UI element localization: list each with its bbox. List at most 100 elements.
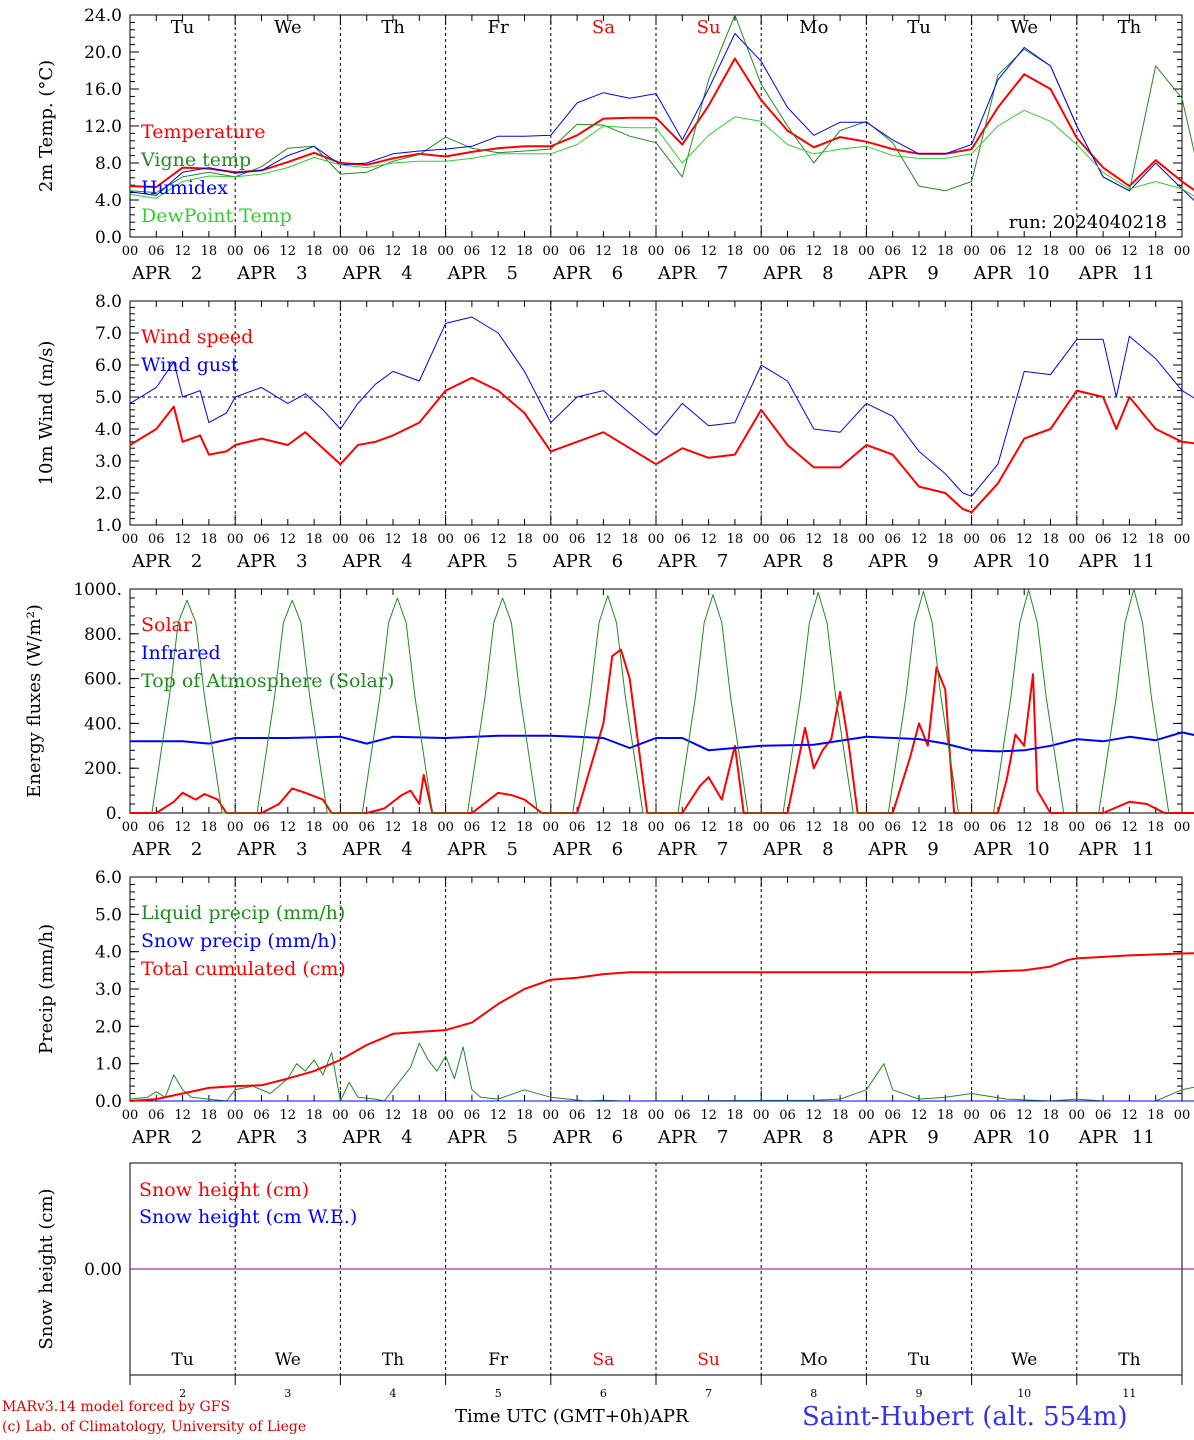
hour-tick-label: 00 [437, 532, 454, 547]
hour-tick-label: 06 [1095, 244, 1112, 259]
date-day-label: 11 [1132, 1127, 1155, 1148]
hour-tick-label: 18 [201, 1108, 218, 1123]
day-name: Tu [171, 1350, 193, 1370]
day-name: Su [697, 1350, 720, 1370]
date-day-label: 6 [612, 839, 623, 860]
hour-tick-label: 18 [411, 244, 428, 259]
date-day-label: 4 [401, 839, 412, 860]
hour-tick-label: 00 [753, 820, 770, 835]
hour-tick-label: 12 [490, 532, 507, 547]
y-tick-label: 200. [84, 759, 122, 779]
hour-tick-label: 06 [253, 820, 270, 835]
hour-tick-label: 06 [990, 1108, 1007, 1123]
day-name: Su [697, 17, 721, 38]
hour-tick-label: 06 [674, 244, 691, 259]
hour-tick-label: 12 [595, 1108, 612, 1123]
date-month-label: APR [236, 1127, 276, 1148]
y-tick-label: 8.0 [95, 154, 122, 174]
legend-entry: Snow precip (mm/h) [141, 930, 337, 952]
date-month-label: APR [447, 839, 487, 860]
hour-tick-label: 18 [937, 1108, 954, 1123]
hour-tick-label: 06 [148, 244, 165, 259]
date-day-label: 8 [822, 839, 833, 860]
hour-tick-label: 18 [201, 244, 218, 259]
hour-tick-label: 18 [1147, 820, 1164, 835]
hour-tick-label: 00 [753, 1108, 770, 1123]
legend-entry: Infrared [141, 642, 221, 664]
x-axis-title-text: Time UTC (GMT+0h) [455, 1406, 650, 1427]
series-line [129, 316, 1194, 497]
date-month-label: APR [762, 551, 802, 572]
panel-4 [129, 876, 1194, 1102]
hour-tick-label: 12 [911, 244, 928, 259]
hour-tick-label: 00 [963, 244, 980, 259]
y-axis-label: Energy fluxes (W/m²) [24, 604, 45, 798]
date-month-label: APR [131, 1127, 171, 1148]
hour-tick-label: 06 [569, 1108, 586, 1123]
hour-tick-label: 00 [227, 1108, 244, 1123]
y-tick-label: 6.0 [95, 868, 122, 888]
date-month-label: APR [1078, 263, 1118, 284]
panel-5 [129, 1162, 1194, 1385]
hour-tick-label: 06 [990, 244, 1007, 259]
hour-tick-label: 18 [727, 820, 744, 835]
hour-tick-label: 18 [516, 244, 533, 259]
date-day-label: 6 [612, 551, 623, 572]
date-day-label: 3 [296, 551, 307, 572]
hour-tick-label: 06 [884, 532, 901, 547]
hour-tick-label: 00 [1174, 1108, 1191, 1123]
hour-tick-label: 00 [437, 820, 454, 835]
date-day-label: 3 [296, 839, 307, 860]
y-tick-label: 24.0 [84, 6, 122, 26]
hour-tick-label: 18 [832, 244, 849, 259]
hour-tick-label: 18 [1042, 532, 1059, 547]
hour-tick-label: 00 [1069, 1108, 1086, 1123]
y-tick-label: 800. [84, 625, 122, 645]
date-day-label: 4 [401, 263, 412, 284]
hour-tick-label: 12 [174, 1108, 191, 1123]
series-line [129, 33, 1194, 201]
hour-tick-label: 00 [437, 244, 454, 259]
y-tick-label: 6.0 [95, 356, 122, 376]
hour-tick-label: 06 [358, 820, 375, 835]
y-axis-label: 2m Temp. (°C) [36, 60, 57, 192]
hour-tick-label: 18 [832, 532, 849, 547]
hour-tick-label: 06 [569, 244, 586, 259]
legend-entry: Solar [141, 614, 193, 636]
y-tick-label: 3.0 [95, 980, 122, 1000]
hour-tick-label: 18 [411, 820, 428, 835]
hour-tick-label: 00 [543, 820, 560, 835]
hour-tick-label: 00 [122, 820, 139, 835]
day-number: 8 [810, 1387, 817, 1400]
day-name: Fr [488, 1350, 509, 1370]
date-day-label: 3 [296, 1127, 307, 1148]
hour-tick-label: 00 [1174, 532, 1191, 547]
hour-tick-label: 18 [411, 1108, 428, 1123]
hour-tick-label: 18 [832, 820, 849, 835]
legend-entry: Wind speed [141, 326, 253, 348]
hour-tick-label: 06 [358, 244, 375, 259]
hour-tick-label: 00 [858, 532, 875, 547]
day-number: 10 [1017, 1387, 1031, 1400]
date-month-label: APR [657, 551, 697, 572]
series-line [130, 648, 1194, 814]
day-number: 9 [916, 1387, 923, 1400]
date-month-label: APR [341, 1127, 381, 1148]
date-day-label: 9 [927, 839, 938, 860]
date-day-label: 10 [1027, 263, 1050, 284]
y-axis-label: Precip (mm/h) [36, 924, 57, 1054]
legend-entry: Top of Atmosphere (Solar) [141, 670, 394, 692]
legend-entry: Snow height (cm W.E.) [139, 1206, 357, 1228]
hour-tick-label: 18 [306, 532, 323, 547]
hour-tick-label: 18 [1147, 1108, 1164, 1123]
series-line [129, 376, 1194, 514]
plot-frame [129, 300, 1183, 526]
run-label: run: 2024040218 [1009, 212, 1167, 233]
date-month-label: APR [552, 551, 592, 572]
date-day-label: 8 [822, 263, 833, 284]
y-tick-label: 20.0 [84, 43, 122, 63]
series-line [151, 588, 1170, 814]
date-day-label: 10 [1027, 1127, 1050, 1148]
hour-tick-label: 00 [858, 244, 875, 259]
hour-tick-label: 00 [858, 1108, 875, 1123]
